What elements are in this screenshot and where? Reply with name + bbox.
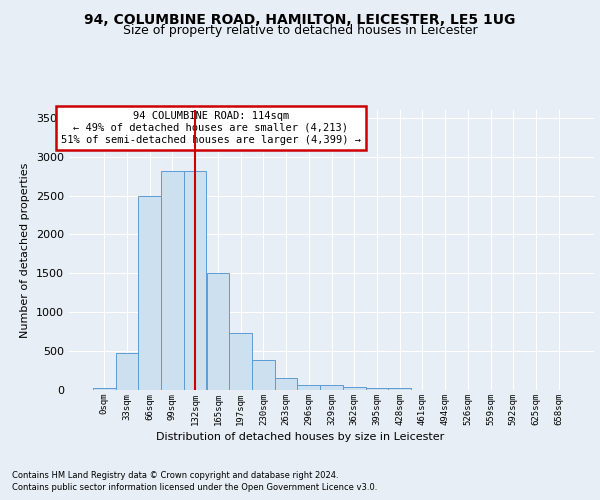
- Bar: [343, 386, 365, 390]
- Text: 94, COLUMBINE ROAD, HAMILTON, LEICESTER, LE5 1UG: 94, COLUMBINE ROAD, HAMILTON, LEICESTER,…: [85, 12, 515, 26]
- Bar: [184, 170, 206, 390]
- Text: 94 COLUMBINE ROAD: 114sqm
← 49% of detached houses are smaller (4,213)
51% of se: 94 COLUMBINE ROAD: 114sqm ← 49% of detac…: [61, 112, 361, 144]
- Bar: [93, 388, 116, 390]
- Bar: [365, 388, 388, 390]
- Text: Contains public sector information licensed under the Open Government Licence v3: Contains public sector information licen…: [12, 482, 377, 492]
- Text: Contains HM Land Registry data © Crown copyright and database right 2024.: Contains HM Land Registry data © Crown c…: [12, 471, 338, 480]
- Bar: [229, 333, 252, 390]
- Text: Size of property relative to detached houses in Leicester: Size of property relative to detached ho…: [122, 24, 478, 37]
- Bar: [320, 386, 343, 390]
- Bar: [275, 378, 298, 390]
- Bar: [116, 352, 139, 390]
- Bar: [252, 360, 275, 390]
- Bar: [161, 170, 184, 390]
- Bar: [206, 274, 229, 390]
- Bar: [298, 384, 320, 390]
- Bar: [139, 196, 161, 390]
- Bar: [388, 388, 411, 390]
- Y-axis label: Number of detached properties: Number of detached properties: [20, 162, 31, 338]
- Text: Distribution of detached houses by size in Leicester: Distribution of detached houses by size …: [156, 432, 444, 442]
